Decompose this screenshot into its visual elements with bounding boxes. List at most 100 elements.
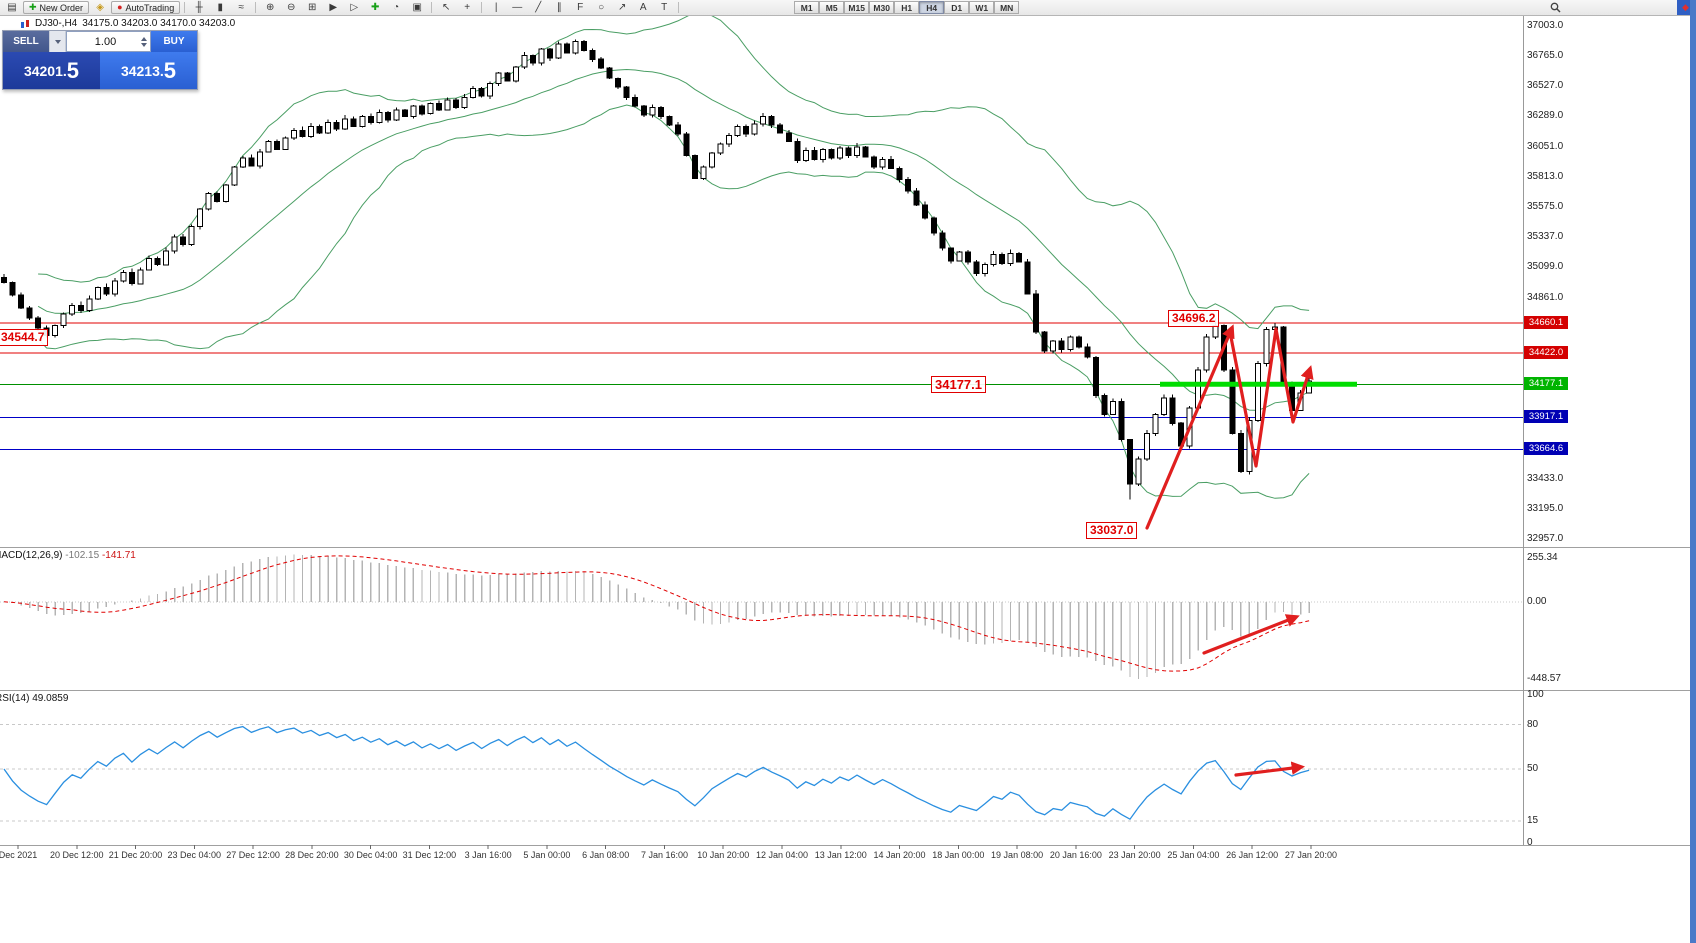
timeframe-m5[interactable]: M5 <box>819 1 845 14</box>
text-icon[interactable]: A <box>639 2 647 13</box>
date-axis-label: 3 Jan 16:00 <box>464 850 512 860</box>
price-axis-label: 33433.0 <box>1527 472 1564 484</box>
buy-price-whole: 34213. <box>120 62 164 79</box>
symbol-ohlc-values: 34175.0 34203.0 34170.0 34203.0 <box>82 18 236 29</box>
timeframe-group: M1 M5 M15 M30 H1 H4 D1 W1 MN <box>794 1 1020 14</box>
trade-options-dropdown[interactable] <box>49 31 66 52</box>
toolbar-separator <box>431 2 433 13</box>
date-axis-label: 5 Jan 00:00 <box>523 850 571 860</box>
arrows-icon[interactable]: ↗ <box>618 2 627 13</box>
crosshair-icon[interactable]: + <box>464 2 471 13</box>
date-axis-label: 6 Jan 08:00 <box>582 850 630 860</box>
buy-price[interactable]: 34213. 5 <box>100 52 197 89</box>
price-axis-label: 37003.0 <box>1527 19 1564 31</box>
price-annotation[interactable]: 34544.7 <box>0 329 49 346</box>
date-axis-label: 30 Dec 04:00 <box>343 850 398 860</box>
date-axis-label: 23 Jan 20:00 <box>1108 850 1161 860</box>
price-annotation[interactable]: 34177.1 <box>931 376 986 393</box>
volume-value: 1.00 <box>94 35 117 48</box>
candlestick-chart-icon[interactable]: ▮ <box>217 2 223 13</box>
price-tag: 33917.1 <box>1524 410 1568 424</box>
new-order-button[interactable]: ✚ New Order <box>23 1 90 14</box>
price-axis-label: 36289.0 <box>1527 110 1564 122</box>
macd-histogram <box>0 554 1523 680</box>
timeframe-mn[interactable]: MN <box>994 1 1020 14</box>
shapes-icon[interactable]: ○ <box>598 2 605 13</box>
new-order-icon: ✚ <box>29 2 37 12</box>
buy-button[interactable]: BUY <box>151 31 197 52</box>
price-annotation[interactable]: 34696.2 <box>1168 310 1220 327</box>
sell-price[interactable]: 34201. 5 <box>3 52 100 89</box>
sell-price-whole: 34201. <box>23 62 67 79</box>
volume-stepper[interactable] <box>141 36 147 47</box>
auto-scroll-icon[interactable]: ▶ <box>329 2 338 13</box>
pane-separators[interactable] <box>0 16 1696 846</box>
price-axis-label: 35575.0 <box>1527 201 1564 212</box>
date-ticks <box>17 845 1312 849</box>
date-axis-label: Dec 2021 <box>0 850 38 860</box>
autotrading-icon: ● <box>117 2 123 12</box>
tile-windows-icon[interactable]: ⊞ <box>308 2 317 13</box>
date-axis-label: 28 Dec 20:00 <box>285 850 339 860</box>
price-tag: 34177.1 <box>1524 377 1568 391</box>
timeframe-m15[interactable]: M15 <box>844 1 870 14</box>
stepper-up-icon <box>141 36 147 41</box>
date-axis-label: 20 Dec 12:00 <box>49 850 104 860</box>
timeframe-d1[interactable]: D1 <box>944 1 970 14</box>
new-order-button-label: New Order <box>39 2 84 13</box>
buy-price-frac: 5 <box>163 57 177 83</box>
periods-icon[interactable]: ◔ <box>393 2 400 13</box>
horizontal-line-icon[interactable]: — <box>512 2 523 13</box>
toolbar: ▤ ✚ New Order ◈ ● AutoTrading ╫ ▮ ≈ ⊕ ⊖ ⊞ ▶ ▷ ✚ ◔ ▣ ↖ + | — ╱… <box>0 0 1696 16</box>
date-axis-label: 20 Jan 16:00 <box>1049 850 1102 860</box>
bar-chart-icon[interactable]: ╫ <box>195 2 203 13</box>
search-icon[interactable] <box>1545 0 1565 16</box>
macd-main-value: -102.15 <box>65 550 100 561</box>
window-right-border <box>1690 0 1696 943</box>
trendline-icon[interactable]: ╱ <box>535 2 542 13</box>
metaeditor-icon[interactable]: ◈ <box>96 2 104 13</box>
date-axis-label: 21 Dec 20:00 <box>108 850 163 860</box>
price-tag: 34422.0 <box>1524 346 1568 360</box>
new-chart-icon[interactable]: ▤ <box>7 2 17 13</box>
date-axis-label: 25 Jan 04:00 <box>1167 850 1220 860</box>
community-icon[interactable]: ◆ <box>1677 0 1694 15</box>
macd-name: MACD(12,26,9) <box>0 550 63 561</box>
timeframe-m1[interactable]: M1 <box>794 1 820 14</box>
text-label-icon[interactable]: T <box>661 2 668 13</box>
vertical-line-icon[interactable]: | <box>494 2 498 13</box>
indicators-icon[interactable]: ✚ <box>371 2 380 13</box>
fibonacci-icon[interactable]: F <box>577 2 584 13</box>
trend-arrows[interactable] <box>1145 324 1314 777</box>
chart-shift-icon[interactable]: ▷ <box>350 2 359 13</box>
equidistant-channel-icon[interactable]: ∥ <box>556 2 562 13</box>
zoom-in-icon[interactable]: ⊕ <box>266 2 275 13</box>
price-axis-label: 36051.0 <box>1527 140 1564 152</box>
line-chart-icon[interactable]: ≈ <box>238 2 244 13</box>
price-axis-label: 35337.0 <box>1527 231 1564 243</box>
cursor-icon[interactable]: ↖ <box>442 2 451 13</box>
price-annotation[interactable]: 33037.0 <box>1086 522 1138 539</box>
date-axis-label: 19 Jan 08:00 <box>991 850 1044 860</box>
zoom-out-icon[interactable]: ⊖ <box>287 2 296 13</box>
autotrading-button-label: AutoTrading <box>125 2 175 13</box>
timeframe-h4[interactable]: H4 <box>919 1 945 14</box>
timeframe-m30[interactable]: M30 <box>869 1 895 14</box>
rsi-axis-label: 50 <box>1527 763 1539 774</box>
one-click-trading-panel: SELL 1.00 BUY 34201. 5 34213. 5 <box>2 30 198 90</box>
volume-input[interactable]: 1.00 <box>66 31 151 52</box>
templates-icon[interactable]: ▣ <box>412 2 422 13</box>
date-axis-label: 14 Jan 20:00 <box>873 850 926 860</box>
price-tag: 33664.6 <box>1524 442 1568 456</box>
price-axis-label: 35813.0 <box>1527 170 1564 182</box>
timeframe-h1[interactable]: H1 <box>894 1 920 14</box>
date-axis-label: 7 Jan 16:00 <box>640 850 688 860</box>
date-axis-label: 27 Dec 12:00 <box>226 850 280 860</box>
autotrading-button[interactable]: ● AutoTrading <box>111 1 181 14</box>
sell-button[interactable]: SELL <box>3 31 49 52</box>
timeframe-w1[interactable]: W1 <box>969 1 995 14</box>
symbol-name: DJ30-,H4 <box>35 18 78 29</box>
macd-axis-label: 0.00 <box>1527 595 1547 607</box>
